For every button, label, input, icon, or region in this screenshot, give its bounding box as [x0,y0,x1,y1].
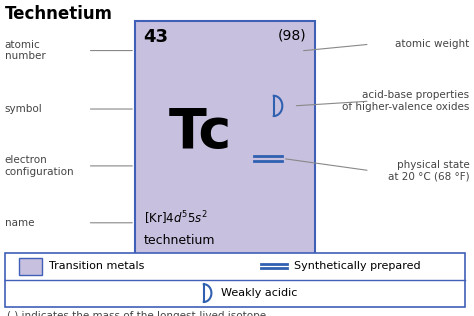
Text: technetium: technetium [144,234,215,247]
Text: ( ) indicates the mass of the longest-lived isotope.: ( ) indicates the mass of the longest-li… [7,311,270,316]
Text: Synthetically prepared: Synthetically prepared [294,261,420,271]
Text: atomic weight: atomic weight [395,39,469,49]
Text: $[\mathrm{Kr}]4d^55s^2$: $[\mathrm{Kr}]4d^55s^2$ [144,209,208,227]
Bar [5,253,465,307]
Text: Transition metals: Transition metals [49,261,144,271]
Text: 43: 43 [144,28,169,46]
Text: physical state
at 20 °C (68 °F): physical state at 20 °C (68 °F) [388,160,469,181]
Text: Tc: Tc [168,106,232,160]
Text: symbol: symbol [5,104,43,114]
Text: electron
configuration: electron configuration [5,155,74,177]
Text: acid-base properties
of higher-valence oxides: acid-base properties of higher-valence o… [342,90,469,112]
Bar [19,258,42,275]
Text: atomic
number: atomic number [5,40,46,61]
Text: name: name [5,218,34,228]
Text: (98): (98) [278,28,307,42]
Text: Weakly acidic: Weakly acidic [221,288,297,298]
Text: Technetium: Technetium [5,5,113,23]
Bar [135,21,315,254]
